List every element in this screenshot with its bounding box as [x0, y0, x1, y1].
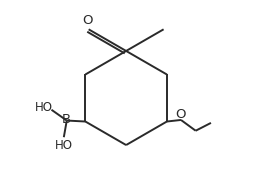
Text: B: B: [62, 113, 71, 126]
Text: HO: HO: [35, 101, 53, 114]
Text: O: O: [176, 108, 186, 121]
Text: HO: HO: [55, 139, 73, 152]
Text: O: O: [82, 14, 93, 27]
